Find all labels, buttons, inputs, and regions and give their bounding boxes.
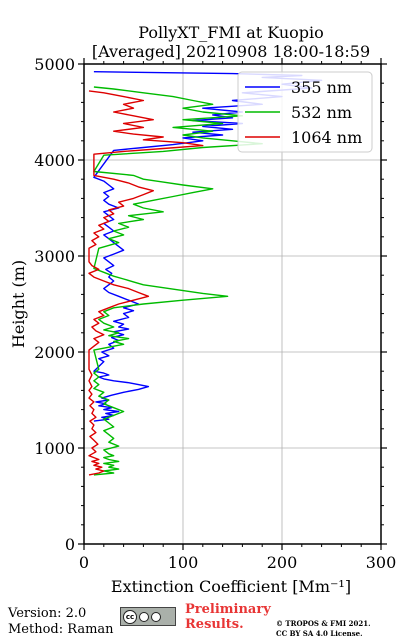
- sa-icon: [151, 611, 161, 622]
- legend-label: 355 nm: [291, 78, 352, 97]
- y-tick-label: 2000: [34, 343, 75, 362]
- series-layer: [88, 71, 323, 476]
- chart-subtitle: [Averaged] 20210908 18:00-18:59: [92, 42, 370, 61]
- legend-box: [237, 71, 373, 153]
- y-axis-label: Height (m): [9, 260, 28, 348]
- copyright-line-1: © TROPOS & FMI 2021.: [276, 619, 371, 628]
- y-tick-label: 0: [65, 535, 75, 554]
- cc-icon: cc: [123, 609, 137, 624]
- footer-info: Version: 2.0 Method: Raman: [8, 606, 114, 638]
- series-line-355-nm: [93, 71, 323, 422]
- series-line-1064-nm: [88, 90, 204, 476]
- x-axis-label: Extinction Coefficient [Mm⁻¹]: [111, 577, 351, 596]
- plot-frame: [83, 63, 382, 545]
- chart-title: PollyXT_FMI at Kuopio: [138, 23, 324, 42]
- legend: 355 nm 532 nm 1064 nm: [237, 71, 373, 153]
- preliminary-line-1: Preliminary: [185, 602, 271, 617]
- legend-label: 1064 nm: [291, 128, 362, 147]
- series-line-532-nm: [93, 86, 263, 476]
- x-tick-label: 100: [168, 553, 199, 572]
- by-icon: [139, 611, 149, 622]
- copyright-line-2: CC BY SA 4.0 License.: [276, 629, 363, 638]
- x-tick-label: 200: [267, 553, 298, 572]
- y-tick-label: 1000: [34, 439, 75, 458]
- copyright-note: © TROPOS & FMI 2021. CC BY SA 4.0 Licens…: [276, 619, 371, 639]
- y-tick-label: 3000: [34, 247, 75, 266]
- y-tick-label: 4000: [34, 151, 75, 170]
- y-tick-label: 5000: [34, 55, 75, 74]
- preliminary-results-note: Preliminary Results.: [185, 602, 271, 632]
- x-tick-label: 0: [79, 553, 89, 572]
- cc-by-sa-icon: cc: [120, 607, 176, 626]
- x-tick-label: 300: [366, 553, 397, 572]
- preliminary-line-2: Results.: [185, 617, 244, 632]
- method-text: Method: Raman: [8, 622, 114, 637]
- version-text: Version: 2.0: [8, 606, 87, 621]
- legend-label: 532 nm: [291, 103, 352, 122]
